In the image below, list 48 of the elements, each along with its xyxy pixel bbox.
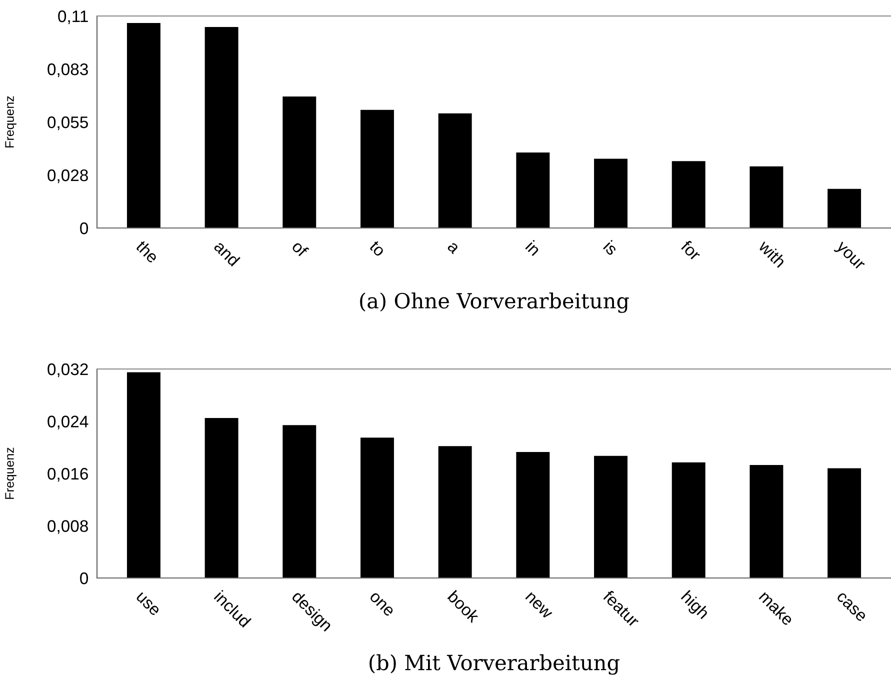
x-tick-label: a bbox=[446, 242, 460, 254]
bar bbox=[672, 161, 706, 228]
bar bbox=[438, 113, 472, 228]
bar bbox=[828, 188, 862, 228]
x-tick-label: new bbox=[525, 592, 552, 620]
y-tick-label: 0 bbox=[80, 572, 88, 584]
x-tick-label: and bbox=[213, 240, 240, 267]
y-tick-label: 0 bbox=[80, 222, 88, 234]
x-tick-label: case bbox=[836, 592, 866, 622]
bar bbox=[282, 425, 316, 578]
x-tick-label: one bbox=[369, 592, 394, 617]
bar bbox=[672, 462, 706, 578]
y-tick-label: 0,008 bbox=[48, 520, 88, 534]
x-tick-label: in bbox=[525, 240, 542, 256]
bar bbox=[828, 468, 862, 578]
y-axis-title: Frequenz bbox=[5, 96, 16, 148]
bar bbox=[750, 465, 784, 578]
x-tick-label: your bbox=[833, 241, 865, 273]
bar bbox=[516, 152, 550, 228]
bar bbox=[282, 96, 316, 228]
bar bbox=[204, 26, 238, 228]
x-tick-label: of bbox=[291, 240, 310, 258]
bar bbox=[360, 438, 394, 578]
bar bbox=[204, 418, 238, 578]
y-tick-label: 0,024 bbox=[48, 416, 88, 430]
x-axis-title: (b) Mit Vorverarbeitung bbox=[370, 654, 620, 675]
x-axis-title: (a) Ohne Vorverarbeitung bbox=[360, 292, 629, 313]
x-tick-label: to bbox=[368, 240, 386, 258]
bar bbox=[594, 158, 628, 228]
y-tick-label: 0,016 bbox=[48, 468, 88, 482]
bar bbox=[126, 372, 160, 578]
bar bbox=[360, 110, 394, 228]
y-tick-label: 0,028 bbox=[48, 169, 88, 184]
bar bbox=[594, 456, 628, 578]
y-tick-label: 0,055 bbox=[48, 116, 88, 130]
y-tick-label: 0,11 bbox=[58, 10, 88, 24]
bar bbox=[750, 166, 784, 228]
x-tick-label: with bbox=[758, 239, 787, 268]
bar bbox=[516, 452, 550, 578]
y-tick-label: 0,032 bbox=[48, 363, 88, 378]
bar bbox=[438, 446, 472, 578]
x-tick-label: is bbox=[602, 240, 619, 256]
x-tick-label: use bbox=[136, 592, 160, 616]
bar bbox=[126, 22, 160, 228]
x-tick-label: for bbox=[680, 239, 702, 262]
x-tick-label: the bbox=[135, 239, 160, 264]
y-axis-title: Frequenz bbox=[5, 448, 16, 499]
y-tick-label: 0,083 bbox=[48, 63, 88, 78]
